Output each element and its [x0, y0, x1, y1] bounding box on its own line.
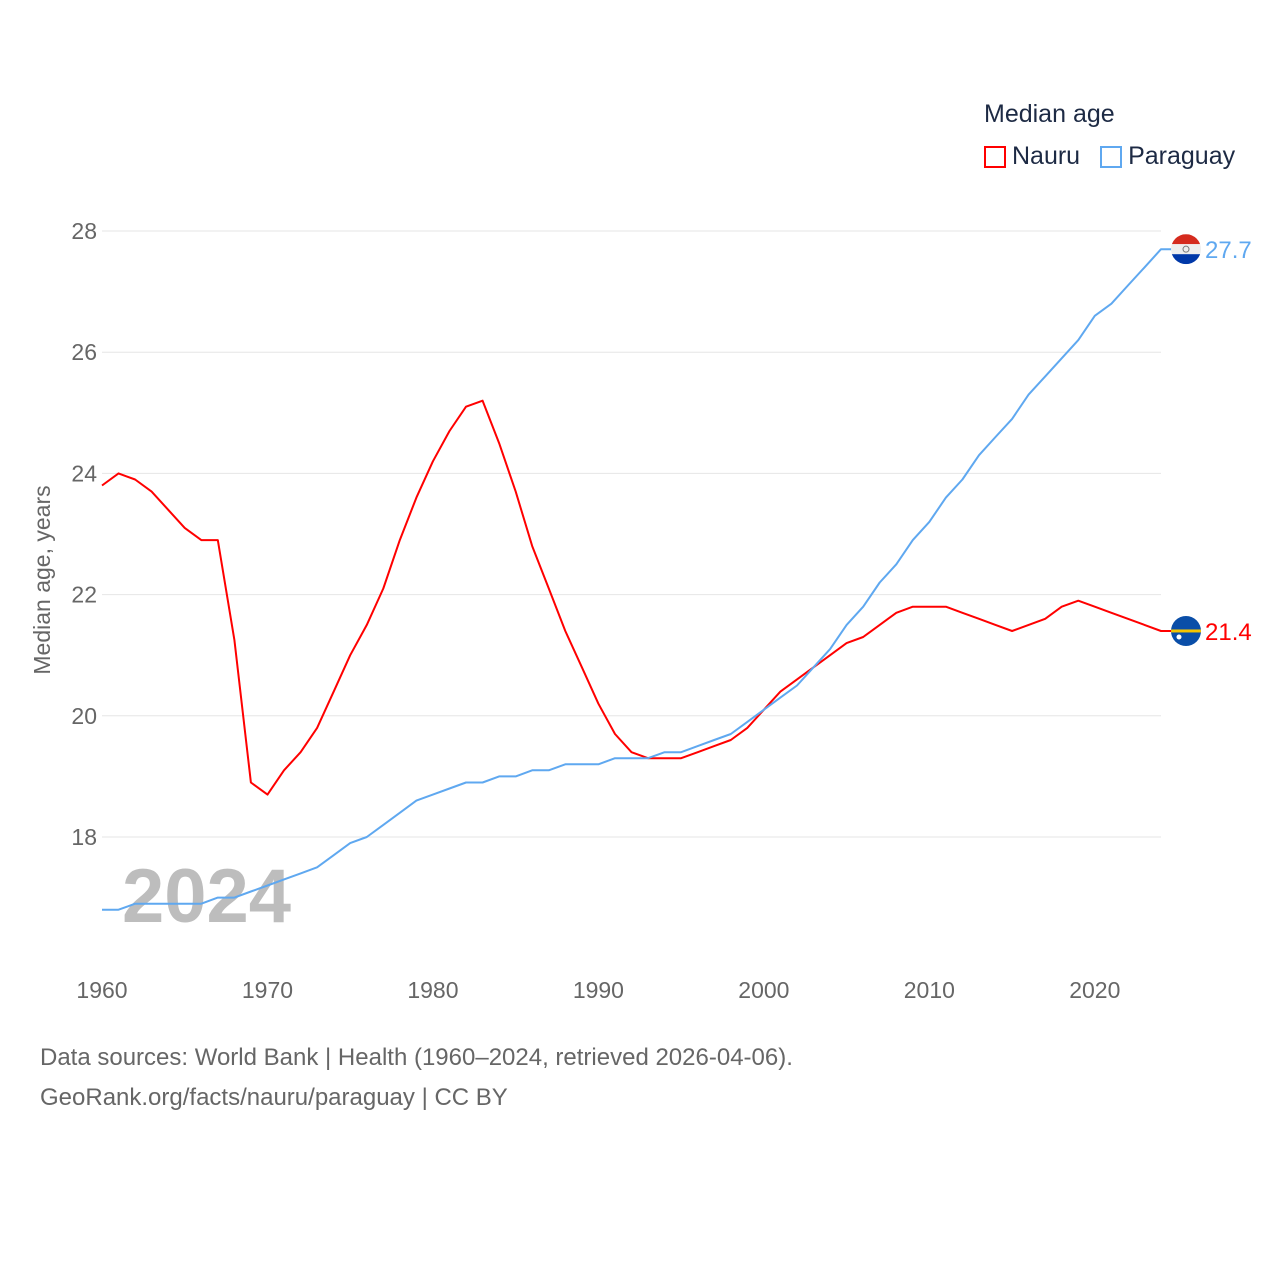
paraguay-swatch	[1100, 145, 1123, 168]
y-tick-label: 20	[71, 703, 97, 729]
y-tick-label: 26	[71, 339, 97, 365]
x-tick-label: 1970	[242, 977, 293, 1003]
nauru-swatch	[984, 145, 1006, 168]
y-tick-label: 18	[71, 824, 97, 850]
flag-stripe-red	[1171, 234, 1201, 245]
x-tick-label: 2020	[1069, 977, 1120, 1003]
x-tick-label: 1980	[407, 977, 458, 1003]
y-tick-label: 28	[71, 218, 97, 244]
series-line-nauru	[101, 399, 1173, 796]
series-line-paraguay	[102, 248, 1173, 911]
paraguay-flag-icon	[1171, 234, 1201, 265]
end-value-label-paraguay: 27.7	[1205, 237, 1252, 264]
year-watermark: 2024	[122, 854, 291, 939]
legend-label-paraguay: Paraguay	[1128, 142, 1236, 170]
y-tick-label: 24	[71, 460, 97, 486]
flag-star	[1176, 634, 1182, 640]
x-tick-label: 1960	[76, 977, 127, 1003]
x-tick-label: 2000	[738, 977, 789, 1003]
legend-title: Median age	[984, 100, 1115, 128]
nauru-flag-icon	[1171, 615, 1201, 646]
x-tick-label: 1990	[573, 977, 624, 1003]
footer-credit[interactable]: GeoRank.org/facts/nauru/paraguay | CC BY	[40, 1084, 508, 1111]
legend-item-nauru[interactable]: Nauru	[984, 142, 1080, 171]
y-tick-label: 22	[71, 582, 97, 608]
legend-item-paraguay[interactable]: Paraguay	[1100, 142, 1235, 171]
flag-stripe-blue	[1171, 254, 1201, 265]
end-value-label-nauru: 21.4	[1205, 619, 1252, 646]
flag-stripe-yellow	[1171, 629, 1201, 633]
legend-label-nauru: Nauru	[1012, 142, 1081, 170]
flag-emblem	[1182, 245, 1190, 253]
x-tick-label: 2010	[904, 977, 955, 1003]
legend: Nauru Paraguay	[984, 142, 1235, 171]
footer-sources: Data sources: World Bank | Health (1960–…	[40, 1044, 793, 1071]
y-axis-title: Median age, years	[29, 485, 55, 674]
flag-stripe-white	[1171, 244, 1201, 255]
